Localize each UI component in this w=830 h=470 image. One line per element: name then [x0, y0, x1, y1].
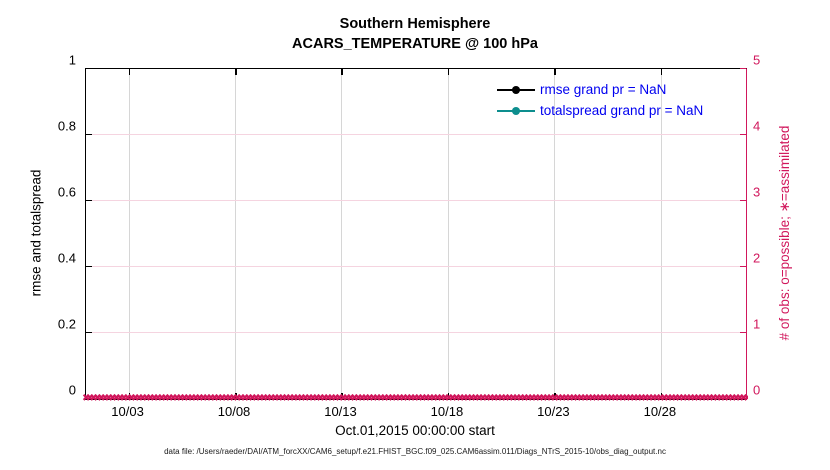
chart-title-block: Southern Hemisphere ACARS_TEMPERATURE @ … [85, 14, 745, 54]
rmse-dot-icon [512, 85, 520, 94]
x-tick-labels: 10/03 10/08 10/13 10/18 10/23 10/28 [85, 402, 745, 420]
y-tick-label-right: 2 [753, 250, 761, 266]
obs-count-marker-band: ✖✖✖✖✖✖✖✖✖✖✖✖✖✖✖✖✖✖✖✖✖✖✖✖✖✖✖✖✖✖✖✖✖✖✖✖✖✖✖✖… [82, 392, 748, 404]
y-tick-label-left: 0.2 [57, 316, 76, 332]
y-tick-label-right: 5 [753, 52, 761, 68]
plot-area [85, 67, 747, 400]
x-tick-label: 10/28 [643, 404, 677, 419]
gridline-vertical [554, 69, 556, 399]
gridline-horizontal [86, 134, 746, 135]
x-tick-bottom [660, 393, 663, 399]
y-tick-right [740, 133, 746, 135]
legend-row-totalspread: totalspread grand pr = NaN [497, 100, 703, 121]
gridline-vertical [341, 69, 343, 399]
legend-label-rmse: rmse grand pr = NaN [540, 82, 667, 97]
y-tick-left [86, 67, 92, 69]
y-tick-right [740, 199, 746, 201]
legend: rmse grand pr = NaN totalspread grand pr… [497, 79, 703, 121]
rmse-line-marker-icon [497, 85, 535, 94]
y-tick-labels-left: 0 0.2 0.4 0.6 0.8 1 [38, 53, 80, 398]
legend-row-rmse: rmse grand pr = NaN [497, 79, 703, 100]
x-tick-bottom [341, 393, 343, 399]
x-tick-label: 10/13 [324, 404, 357, 419]
data-file-path: data file: /Users/raeder/DAI/ATM_forcXX/… [164, 447, 666, 456]
y-tick-label-left: 1 [68, 52, 76, 68]
x-tick-label: 10/23 [537, 404, 570, 419]
y-tick-right [740, 265, 746, 267]
x-tick-top [554, 69, 556, 75]
gridline-vertical [235, 69, 237, 399]
y-tick-label-left: 0.6 [57, 184, 76, 200]
gridline-vertical [128, 69, 130, 399]
x-tick-label: 10/03 [111, 404, 144, 419]
totalspread-dot-icon [512, 106, 520, 115]
y-tick-label-right: 4 [753, 118, 761, 134]
x-tick-label: 10/18 [430, 404, 464, 419]
x-tick-bottom [554, 393, 556, 399]
x-tick-top [660, 69, 663, 75]
y-tick-label-right: 0 [753, 382, 761, 398]
x-tick-bottom [447, 393, 450, 399]
gridline-horizontal [86, 332, 746, 333]
gridline-vertical [447, 69, 449, 399]
y-tick-right [740, 331, 746, 333]
x-tick-label: 10/08 [217, 404, 251, 419]
y-tick-label-right: 3 [753, 184, 761, 200]
x-tick-bottom [235, 393, 237, 399]
y-tick-labels-right: 0 1 2 3 4 5 [750, 53, 780, 398]
x-axis-label: Oct.01,2015 00:00:00 start [335, 423, 495, 438]
totalspread-line-marker-icon [497, 106, 535, 115]
chart-subtitle: ACARS_TEMPERATURE @ 100 hPa [292, 36, 538, 52]
y-tick-left [86, 133, 92, 135]
y-tick-label-right: 1 [753, 316, 761, 332]
y-tick-label-left: 0.8 [57, 118, 76, 134]
gridline-horizontal [86, 200, 746, 201]
y-tick-left [86, 397, 92, 399]
gridline-horizontal [86, 266, 746, 267]
x-tick-top [128, 69, 131, 75]
y-tick-left [86, 265, 92, 267]
y-tick-label-left: 0 [68, 382, 76, 398]
y-tick-right [740, 397, 746, 399]
y-tick-left [86, 331, 92, 333]
x-tick-top [235, 69, 237, 75]
chart-title: Southern Hemisphere [339, 16, 491, 32]
y-tick-right [740, 67, 746, 69]
gridline-vertical [660, 69, 662, 399]
x-tick-top [447, 69, 450, 75]
y-tick-label-left: 0.4 [57, 250, 76, 266]
x-tick-bottom [128, 393, 131, 399]
x-tick-top [341, 69, 343, 75]
y-tick-left [86, 199, 92, 201]
legend-label-totalspread: totalspread grand pr = NaN [540, 103, 704, 118]
